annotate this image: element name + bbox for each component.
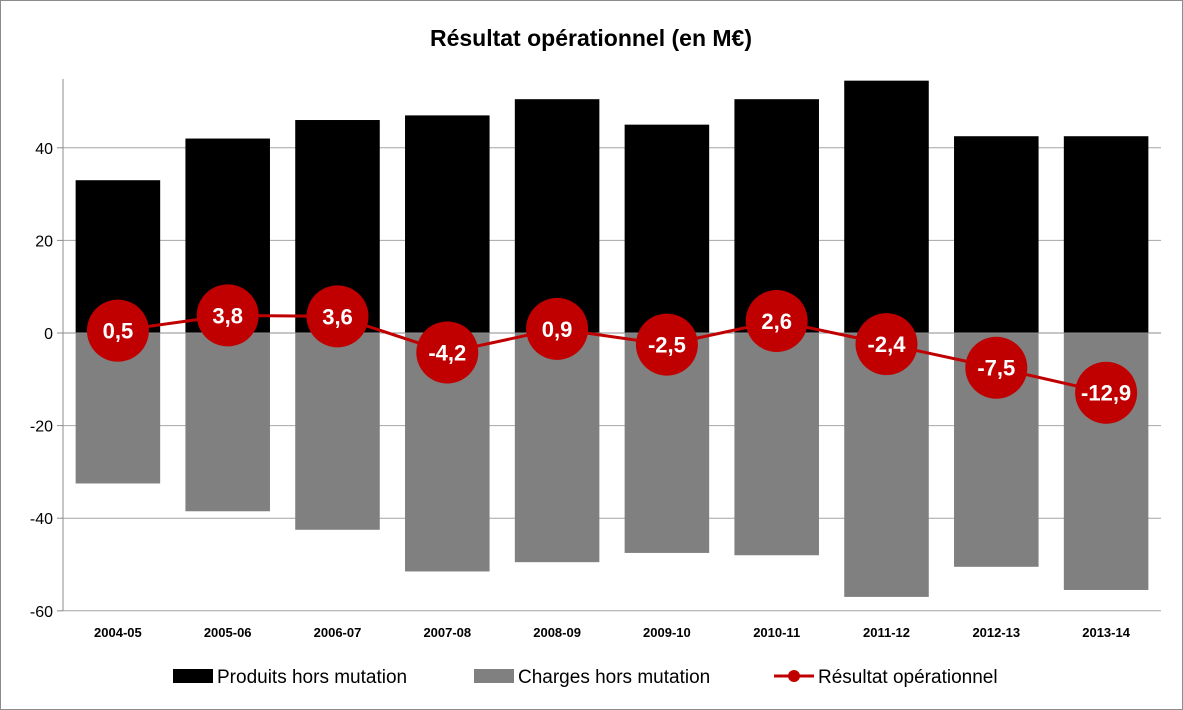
result-point <box>416 321 479 384</box>
legend-label: Produits hors mutation <box>217 667 407 688</box>
bar-produits <box>954 136 1039 333</box>
x-tick-label: 2008-09 <box>533 625 581 640</box>
result-data-label: -2,4 <box>868 332 907 357</box>
result-data-label: 0,9 <box>542 317 573 342</box>
result-data-label: -4,2 <box>428 340 466 365</box>
x-tick-label: 2004-05 <box>94 625 142 640</box>
y-tick-label: -60 <box>30 604 53 621</box>
bar-produits <box>514 99 600 333</box>
result-data-label: -2,5 <box>648 333 686 358</box>
result-point <box>1075 361 1138 424</box>
chart-title: Résultat opérationnel (en M€) <box>430 25 752 51</box>
result-point <box>306 285 369 348</box>
bar-charges <box>734 333 819 556</box>
x-tick-label: 2009-10 <box>643 625 691 640</box>
result-point <box>86 299 149 362</box>
legend-swatch-marker <box>788 670 800 682</box>
y-tick-label: 20 <box>35 233 53 250</box>
result-data-label: 3,8 <box>212 303 243 328</box>
legend: Produits hors mutation Charges hors mutat… <box>173 667 998 688</box>
y-tick-label: 0 <box>44 326 53 343</box>
x-tick-label: 2012-13 <box>972 625 1020 640</box>
bar-charges <box>844 333 929 597</box>
x-tick-label: 2013-14 <box>1082 625 1130 640</box>
result-point <box>745 289 808 352</box>
x-tick-label: 2011-12 <box>863 625 910 640</box>
bar-charges <box>514 333 600 563</box>
legend-swatch <box>474 669 514 683</box>
x-tick-label: 2010-11 <box>753 625 800 640</box>
x-tick-label: 2005-06 <box>204 625 252 640</box>
bar-produits <box>844 80 929 333</box>
bar-produits <box>624 124 710 334</box>
result-point <box>526 297 589 360</box>
y-tick-label: 40 <box>35 141 53 158</box>
result-line <box>117 313 1107 395</box>
result-data-label: -7,5 <box>977 356 1015 381</box>
result-point <box>196 284 259 347</box>
data-labels: 0,5 3,8 3,6 -4,2 0,9 -2,5 2,6 -2,4 -7,5 -12,9 <box>86 284 1138 424</box>
result-data-label: 0,5 <box>103 319 134 344</box>
result-data-label: 3,6 <box>322 304 353 329</box>
x-tick-label: 2006-07 <box>314 625 362 640</box>
result-series-line <box>117 313 1107 395</box>
bar-charges <box>185 333 270 512</box>
legend-label: Résultat opérationnel <box>818 667 998 688</box>
legend-swatch <box>173 669 213 683</box>
bar-produits <box>1063 136 1149 333</box>
bar-charges <box>295 333 380 530</box>
result-point <box>855 313 918 376</box>
result-data-label: -12,9 <box>1081 381 1131 406</box>
result-data-label: 2,6 <box>761 309 792 334</box>
y-tick-label: -20 <box>30 419 53 436</box>
bar-produits <box>405 115 490 333</box>
y-tick-label: -40 <box>30 511 53 528</box>
x-tick-label: 2007-08 <box>423 625 471 640</box>
result-point <box>965 336 1028 399</box>
legend-label: Charges hors mutation <box>518 667 710 688</box>
result-point <box>635 313 698 376</box>
